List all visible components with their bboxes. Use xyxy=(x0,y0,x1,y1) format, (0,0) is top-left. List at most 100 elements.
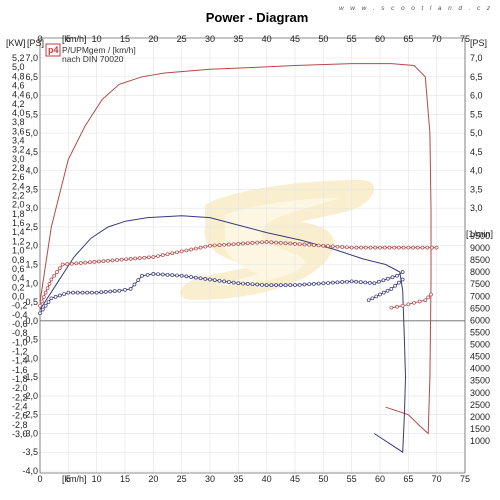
y-right-ps-tick-label: 3,0 xyxy=(470,203,483,213)
data-point xyxy=(222,279,227,284)
data-point xyxy=(363,280,368,285)
y-ps-tick-label: 6,0 xyxy=(25,91,38,101)
data-point xyxy=(426,295,431,300)
data-point xyxy=(133,256,138,261)
data-point xyxy=(189,275,193,279)
data-point xyxy=(92,260,97,264)
y-right-ps-tick-label: 7,0 xyxy=(470,53,483,63)
data-point xyxy=(184,274,189,279)
y-kw-tick-label: 0,4 xyxy=(12,273,25,283)
data-point xyxy=(386,276,390,281)
data-point xyxy=(395,273,399,278)
data-point xyxy=(212,278,217,282)
data-point xyxy=(66,290,71,295)
data-point xyxy=(425,245,430,250)
y-kw-tick-label: 1,2 xyxy=(12,236,25,246)
data-point xyxy=(354,279,359,284)
x-bottom-tick-label: 55 xyxy=(347,474,357,484)
y-kw-tick-label: -0,6 xyxy=(12,319,28,329)
data-point xyxy=(227,280,231,284)
y-kw-tick-label: 2,4 xyxy=(12,181,25,191)
logo-watermark xyxy=(179,180,375,300)
data-point xyxy=(264,283,269,287)
y-ps-tick-label: -0,5 xyxy=(22,335,38,345)
data-point xyxy=(330,280,335,285)
data-point xyxy=(434,245,439,250)
y-ps-tick-label: -2,5 xyxy=(22,410,38,420)
x-top-tick-label: 35 xyxy=(233,34,243,44)
data-point xyxy=(198,245,203,250)
x-top-tick-label: 20 xyxy=(148,34,158,44)
data-point xyxy=(90,290,94,295)
y-kw-tick-label: -2,4 xyxy=(12,401,28,411)
data-point xyxy=(381,290,386,295)
data-point xyxy=(390,275,395,280)
data-point xyxy=(146,255,151,260)
data-point xyxy=(377,279,381,284)
logo-inner xyxy=(215,198,340,286)
y-right-ps-tick-label: 3,5 xyxy=(470,184,483,194)
y-rpm-tick-label: 9500 xyxy=(470,231,490,241)
series-0 xyxy=(39,63,432,435)
y-kw-tick-label: -2,8 xyxy=(12,420,28,430)
x-bottom-unit: [km/h] xyxy=(62,474,87,484)
y-kw-tick-label: 3,0 xyxy=(12,154,25,164)
data-point xyxy=(227,242,231,247)
data-point xyxy=(57,266,62,271)
data-point xyxy=(165,272,170,277)
data-point xyxy=(406,245,411,250)
y-ps-tick-label: -3,5 xyxy=(22,447,38,457)
data-point xyxy=(208,277,212,282)
x-bottom-tick-label: 75 xyxy=(460,474,470,484)
x-top-tick-label: 65 xyxy=(403,34,413,44)
data-point xyxy=(151,272,156,276)
data-point xyxy=(106,258,110,263)
data-point xyxy=(45,286,50,291)
y-rpm-tick-label: 1000 xyxy=(470,436,490,446)
y-right-ps-tick-label: 5,5 xyxy=(470,109,483,119)
data-point xyxy=(250,241,255,245)
data-point xyxy=(117,288,122,293)
x-top-tick-label: 50 xyxy=(318,34,328,44)
y-rpm-tick-label: 4000 xyxy=(470,364,490,374)
y-kw-tick-label: 3,2 xyxy=(12,145,25,155)
y-kw-tick-label: -3,0 xyxy=(12,429,28,439)
data-point xyxy=(38,303,42,308)
data-point xyxy=(52,273,57,278)
y-rpm-tick-label: 5000 xyxy=(470,340,490,350)
y-kw-tick-label: 4,6 xyxy=(12,81,25,91)
y-kw-tick-label: -1,0 xyxy=(12,337,28,347)
data-point xyxy=(417,299,422,304)
x-bottom-tick-label: 15 xyxy=(120,474,130,484)
data-point xyxy=(385,288,390,293)
y-right-ps-tick-label: 6,0 xyxy=(470,91,483,101)
chart-title: Power - Diagram xyxy=(206,10,309,25)
y-kw-tick-label: 2,0 xyxy=(12,200,25,210)
data-point xyxy=(316,281,321,286)
x-top-tick-label: 25 xyxy=(177,34,187,44)
x-top-tick-label: 75 xyxy=(460,34,470,44)
data-point xyxy=(103,290,108,294)
data-point xyxy=(80,290,85,295)
x-top-tick-label: 45 xyxy=(290,34,300,44)
data-point xyxy=(423,298,428,303)
y-ps-tick-label: 6,5 xyxy=(25,72,38,82)
data-point xyxy=(97,259,101,264)
data-point xyxy=(108,289,113,294)
data-point xyxy=(260,282,264,287)
y-kw-tick-label: 0,6 xyxy=(12,264,25,274)
y-ps-unit: [PS] xyxy=(27,38,44,48)
data-point xyxy=(160,272,165,277)
legend-badge: p4 xyxy=(48,45,59,55)
data-point xyxy=(245,282,250,286)
series-line xyxy=(39,215,407,454)
y-kw-tick-label: -1,8 xyxy=(12,374,28,384)
data-point xyxy=(208,243,212,248)
data-point xyxy=(156,254,160,258)
data-point xyxy=(156,272,160,277)
x-bottom-tick-label: 10 xyxy=(92,474,102,484)
series-3 xyxy=(38,270,405,316)
y-rpm-tick-label: 3500 xyxy=(470,376,490,386)
data-point xyxy=(420,245,425,250)
